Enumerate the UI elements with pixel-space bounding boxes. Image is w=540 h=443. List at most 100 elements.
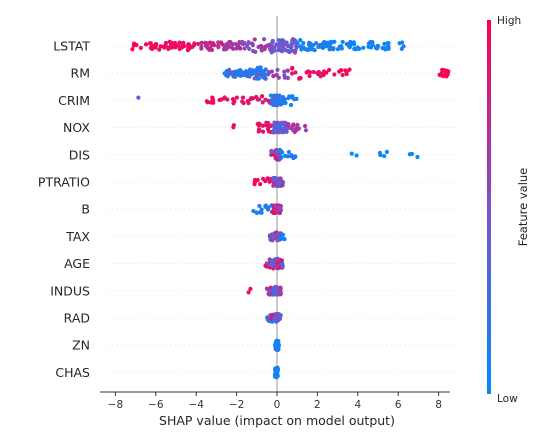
shap-point xyxy=(255,177,260,183)
shap-point xyxy=(187,46,192,51)
shap-point xyxy=(148,41,153,46)
shap-point xyxy=(316,44,321,49)
shap-point xyxy=(264,286,270,291)
shap-dots xyxy=(130,37,451,380)
color-bar-gradient xyxy=(487,20,491,394)
shap-point xyxy=(332,72,337,77)
shap-point xyxy=(290,38,295,43)
x-tick-label: −2 xyxy=(229,399,244,411)
shap-point xyxy=(251,208,256,214)
shap-point xyxy=(282,97,288,102)
shap-point xyxy=(441,74,446,79)
shap-point xyxy=(222,44,227,50)
shap-point xyxy=(157,47,162,52)
shap-point xyxy=(270,238,275,243)
shap-point xyxy=(361,45,366,50)
shap-point xyxy=(267,179,272,184)
shap-point xyxy=(260,123,265,128)
shap-point xyxy=(210,41,216,46)
shap-point xyxy=(250,68,255,73)
shap-point xyxy=(254,210,259,215)
shap-point xyxy=(261,75,266,80)
shap-point xyxy=(277,210,283,216)
shap-point xyxy=(292,129,297,135)
shap-point xyxy=(277,207,282,212)
shap-point xyxy=(284,40,289,45)
shap-point xyxy=(295,122,300,127)
shap-point xyxy=(219,97,224,102)
shap-point xyxy=(252,76,257,81)
shap-point xyxy=(245,73,250,78)
feature-row-ptratio xyxy=(252,175,286,189)
feature-label-crim: CRIM xyxy=(58,93,90,108)
shap-point xyxy=(272,286,277,291)
shap-point xyxy=(289,43,294,48)
shap-point xyxy=(150,46,155,51)
shap-point xyxy=(278,286,283,291)
shap-point xyxy=(263,263,268,268)
shap-point xyxy=(272,316,277,321)
feature-row-dis xyxy=(269,147,420,162)
shap-point xyxy=(181,40,186,46)
feature-row-lstat xyxy=(130,37,406,55)
shap-point xyxy=(227,39,232,45)
shap-point xyxy=(311,69,316,75)
shap-point xyxy=(195,41,201,47)
feature-row-rad xyxy=(265,311,283,324)
shap-point xyxy=(274,374,280,379)
shap-point xyxy=(386,46,391,52)
x-tick-label: 0 xyxy=(274,399,281,411)
shap-point xyxy=(256,97,262,102)
shap-point xyxy=(276,120,281,126)
x-tick-label: 2 xyxy=(314,399,321,411)
shap-point xyxy=(259,207,264,212)
feature-label-age: AGE xyxy=(64,256,90,271)
shap-point xyxy=(250,41,255,46)
shap-point xyxy=(280,183,285,188)
feature-row-zn xyxy=(272,338,282,353)
shap-point xyxy=(273,204,278,209)
shap-point xyxy=(289,153,294,158)
feature-label-b: B xyxy=(81,202,90,217)
shap-point xyxy=(277,312,282,317)
shap-point xyxy=(382,41,387,46)
feature-label-lstat: LSTAT xyxy=(53,39,90,54)
x-axis: −8 −6 −4 −2 0 2 4 6 8 xyxy=(100,391,450,411)
shap-point xyxy=(366,41,371,46)
shap-point xyxy=(273,340,278,345)
shap-point xyxy=(259,210,264,215)
shap-point xyxy=(275,180,281,186)
feature-row-tax xyxy=(267,230,287,243)
shap-point xyxy=(173,45,178,50)
shap-point xyxy=(275,256,280,261)
shap-point xyxy=(247,46,252,51)
shap-point xyxy=(346,43,351,48)
shap-point xyxy=(285,123,290,128)
shap-point xyxy=(130,47,135,52)
feature-row-chas xyxy=(272,365,281,380)
shap-point xyxy=(294,45,299,50)
x-axis-title: SHAP value (impact on model output) xyxy=(159,413,395,428)
shap-point xyxy=(276,149,282,154)
shap-point xyxy=(228,43,233,48)
feature-gridlines xyxy=(107,45,461,373)
shap-point xyxy=(285,48,290,53)
shap-point xyxy=(204,99,209,104)
shap-point xyxy=(354,153,359,158)
shap-point xyxy=(274,72,279,78)
shap-point xyxy=(277,124,282,129)
shap-point xyxy=(269,50,274,55)
feature-row-age xyxy=(263,256,285,271)
shap-point xyxy=(169,40,174,45)
shap-point xyxy=(243,69,249,74)
shap-point xyxy=(344,69,349,74)
shap-point xyxy=(173,40,178,46)
shap-point xyxy=(299,47,304,52)
feature-label-rad: RAD xyxy=(64,311,90,326)
shap-point xyxy=(260,129,266,134)
shap-point xyxy=(275,367,280,372)
shap-point xyxy=(440,67,445,72)
shap-point xyxy=(314,41,319,46)
shap-point xyxy=(340,39,345,45)
shap-point xyxy=(287,94,292,99)
